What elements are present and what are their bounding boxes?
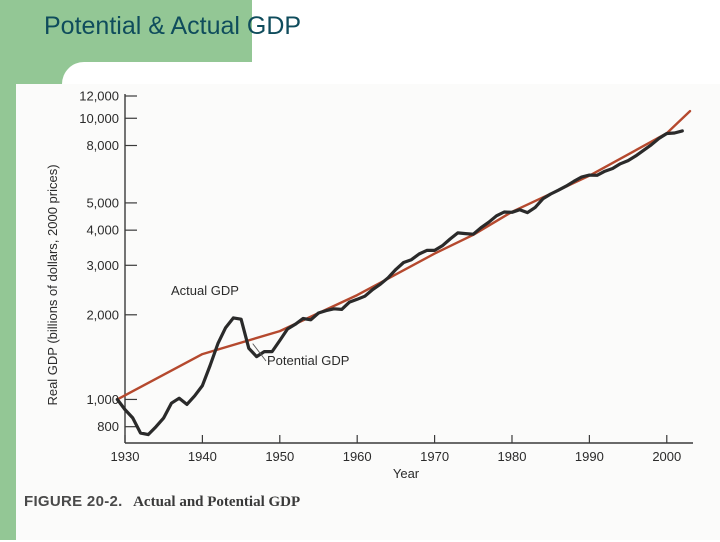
x-axis-label: Year — [393, 466, 420, 481]
annotation-layer: Actual GDP Potential GDP — [171, 283, 349, 368]
y-tick-label: 3,000 — [86, 258, 119, 273]
x-tick-label: 1960 — [343, 449, 372, 464]
x-tick-label: 1940 — [188, 449, 217, 464]
figure-caption: FIGURE 20-2. Actual and Potential GDP — [24, 493, 300, 511]
y-tick-label: 10,000 — [79, 111, 119, 126]
potential-gdp-leader-line — [252, 343, 267, 362]
figure-panel — [16, 84, 720, 540]
y-tick-label: 1,000 — [86, 392, 119, 407]
x-tick-label: 2000 — [652, 449, 681, 464]
potential-gdp-annotation: Potential GDP — [267, 353, 349, 368]
figure-number: FIGURE 20-2. — [24, 493, 123, 510]
y-tick-label: 4,000 — [86, 223, 119, 238]
y-tick-label: 2,000 — [86, 307, 119, 322]
y-ticks: 800 1,000 2,000 3,000 4,000 5,000 8,000 10,000 1… — [79, 89, 137, 434]
y-axis-label: Real GDP (billions of dollars, 2000 pric… — [45, 164, 60, 405]
x-tick-label: 1980 — [498, 449, 527, 464]
potential-gdp-line — [116, 109, 692, 401]
x-tick-label: 1990 — [575, 449, 604, 464]
y-tick-label: 5,000 — [86, 195, 119, 210]
x-tick-label: 1970 — [420, 449, 449, 464]
y-tick-label: 12,000 — [79, 89, 119, 104]
figure-caption-text: Actual and Potential GDP — [133, 494, 301, 510]
series-layer — [115, 109, 692, 437]
actual-gdp-line — [115, 129, 684, 437]
y-tick-label: 800 — [97, 419, 119, 434]
slide-title: Potential & Actual GDP — [44, 12, 302, 40]
y-tick-label: 8,000 — [86, 138, 119, 153]
x-ticks: 1930 1940 1950 1960 1970 1980 1990 2000 — [111, 435, 681, 464]
x-tick-label: 1950 — [265, 449, 294, 464]
actual-gdp-annotation: Actual GDP — [171, 283, 239, 298]
x-tick-label: 1930 — [111, 449, 140, 464]
